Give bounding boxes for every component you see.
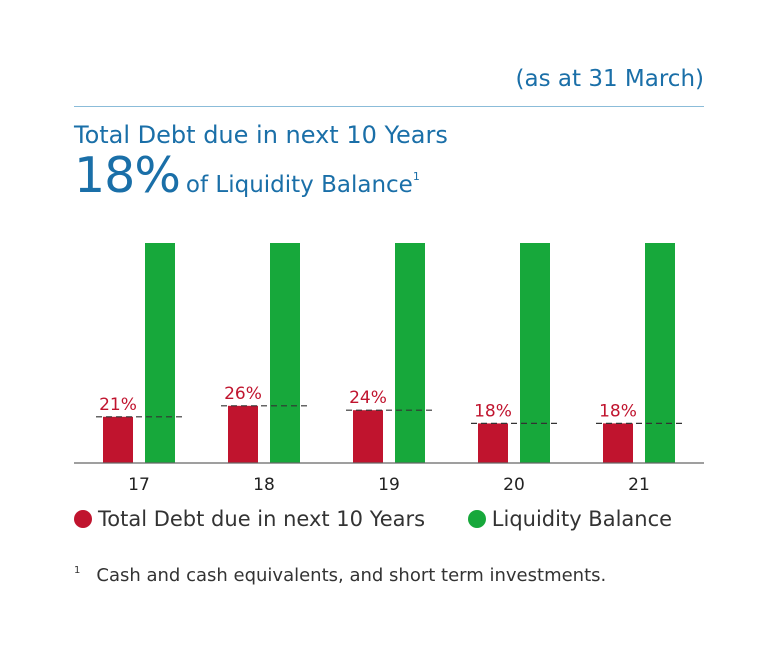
header-divider <box>74 106 704 107</box>
subtitle-text: of Liquidity Balance <box>185 172 413 198</box>
liquidity-bar <box>270 243 300 463</box>
debt-bar <box>103 416 133 463</box>
legend-label-debt: Total Debt due in next 10 Years <box>98 507 426 531</box>
x-tick-label: 21 <box>628 475 650 495</box>
data-label: 21% <box>99 395 137 415</box>
data-label: 18% <box>599 401 637 421</box>
bar-chart: 21% 17 26% 18 24% 19 18% 20 18% 21 <box>74 243 704 495</box>
debt-bar <box>353 410 383 463</box>
footnote-reference: 1 <box>412 170 420 183</box>
footnote-text: Cash and cash equivalents, and short ter… <box>96 565 607 586</box>
legend: Total Debt due in next 10 Years Liquidit… <box>74 507 708 531</box>
liquidity-bar <box>645 243 675 463</box>
debt-bar <box>603 423 633 463</box>
legend-item-debt: Total Debt due in next 10 Years <box>74 507 425 531</box>
liquidity-bar <box>520 243 550 463</box>
chart-subtitle: 18% of Liquidity Balance1 <box>74 147 420 204</box>
footnote: 1 Cash and cash equivalents, and short te… <box>74 565 606 586</box>
debt-bar <box>228 405 258 463</box>
data-label: 18% <box>474 401 512 421</box>
data-label: 24% <box>349 388 387 408</box>
x-tick-label: 18 <box>253 475 275 495</box>
legend-swatch-liquidity <box>467 510 486 528</box>
x-tick-label: 20 <box>503 475 525 495</box>
legend-item-liquidity: Liquidity Balance <box>467 507 673 531</box>
as-at-date: (as at 31 March) <box>515 66 704 92</box>
debt-bar <box>478 423 508 463</box>
x-tick-label: 19 <box>378 475 400 495</box>
legend-swatch-debt <box>74 510 92 528</box>
x-tick-label: 17 <box>128 475 150 495</box>
legend-label-liquidity: Liquidity Balance <box>491 507 673 531</box>
chart-title: Total Debt due in next 10 Years <box>74 121 448 149</box>
liquidity-bar <box>395 243 425 463</box>
data-label: 26% <box>224 384 262 404</box>
liquidity-bar <box>145 243 175 463</box>
footnote-marker: 1 <box>74 565 81 576</box>
headline-percentage: 18% <box>74 147 181 204</box>
